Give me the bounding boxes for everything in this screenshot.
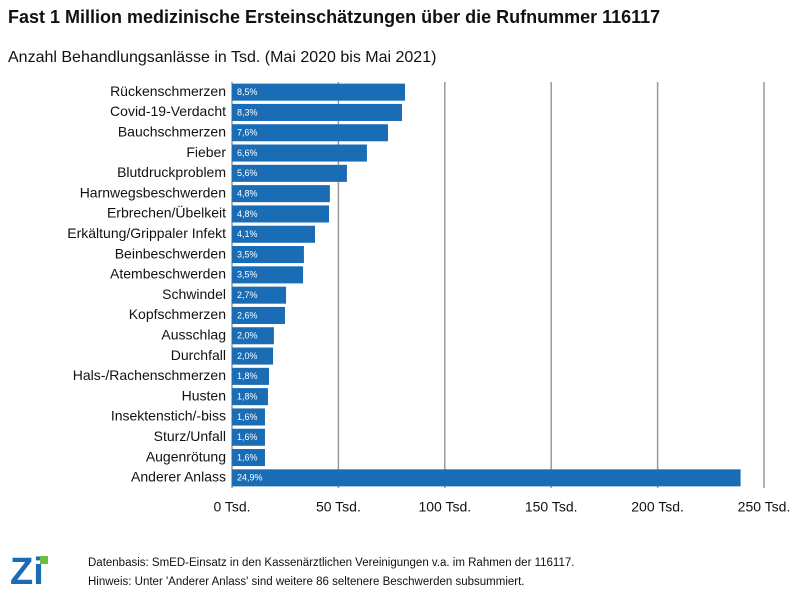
bar <box>232 144 367 162</box>
bar <box>232 83 406 101</box>
y-tick-label: Covid-19-Verdacht <box>110 103 226 119</box>
logo: Zi <box>10 551 48 593</box>
bar <box>232 185 330 203</box>
bar <box>232 205 330 223</box>
y-tick-label: Ausschlag <box>161 326 226 342</box>
bar <box>232 367 270 385</box>
y-tick-label: Augenrötung <box>146 448 226 464</box>
y-tick-label: Fieber <box>186 144 226 160</box>
x-tick-label: 150 Tsd. <box>525 499 578 515</box>
x-tick-label: 100 Tsd. <box>418 499 471 515</box>
bar <box>232 449 265 467</box>
bar <box>232 327 274 345</box>
y-tick-label: Schwindel <box>162 286 226 302</box>
bar <box>232 306 285 324</box>
value-label: 1,8% <box>237 371 258 381</box>
x-tick-label: 250 Tsd. <box>738 499 791 515</box>
value-label: 4,8% <box>237 189 258 199</box>
chart-subtitle: Anzahl Behandlungsanlässe in Tsd. (Mai 2… <box>8 49 436 66</box>
x-tick-label: 50 Tsd. <box>316 499 361 515</box>
y-tick-label: Blutdruckproblem <box>117 164 226 180</box>
value-label: 1,6% <box>237 432 258 442</box>
y-tick-label: Kopfschmerzen <box>129 306 226 322</box>
y-tick-label: Insektenstich/-biss <box>111 408 226 424</box>
y-tick-label: Rückenschmerzen <box>110 83 226 99</box>
value-label: 6,6% <box>237 148 258 158</box>
bar <box>232 469 741 487</box>
value-label: 8,3% <box>237 107 258 117</box>
y-tick-label: Bauchschmerzen <box>118 123 226 139</box>
bar <box>232 246 304 264</box>
bar <box>232 347 274 365</box>
value-label: 5,6% <box>237 168 258 178</box>
logo-dot <box>40 556 48 564</box>
y-tick-label: Hals-/Rachenschmerzen <box>73 367 226 383</box>
y-tick-label: Anderer Anlass <box>131 469 226 485</box>
value-label: 4,8% <box>237 209 258 219</box>
bar <box>232 103 403 121</box>
y-tick-label: Durchfall <box>171 347 226 363</box>
y-tick-label: Atembeschwerden <box>110 266 226 282</box>
bar <box>232 225 315 243</box>
value-label: 1,6% <box>237 452 258 462</box>
bar <box>232 428 265 446</box>
bar <box>232 124 388 142</box>
y-tick-label: Beinbeschwerden <box>115 245 226 261</box>
footer-note: Hinweis: Unter 'Anderer Anlass' sind wei… <box>88 576 524 588</box>
value-label: 1,8% <box>237 392 258 402</box>
y-tick-label: Erkältung/Grippaler Infekt <box>67 225 226 241</box>
value-label: 2,6% <box>237 310 258 320</box>
y-tick-label: Sturz/Unfall <box>154 428 226 444</box>
logo-text: Zi <box>10 551 44 593</box>
x-tick-label: 200 Tsd. <box>631 499 684 515</box>
value-label: 1,6% <box>237 412 258 422</box>
value-label: 2,0% <box>237 351 258 361</box>
bar <box>232 408 265 426</box>
value-label: 7,6% <box>237 128 258 138</box>
x-tick-label: 0 Tsd. <box>213 499 250 515</box>
y-tick-label: Husten <box>182 387 226 403</box>
value-label: 3,5% <box>237 249 258 259</box>
y-tick-label: Harnwegsbeschwerden <box>80 184 226 200</box>
chart-title: Fast 1 Million medizinische Ersteinschät… <box>8 7 660 27</box>
bar <box>232 164 347 182</box>
value-label: 4,1% <box>237 229 258 239</box>
value-label: 2,0% <box>237 331 258 341</box>
value-label: 3,5% <box>237 270 258 280</box>
value-label: 2,7% <box>237 290 258 300</box>
bar <box>232 286 287 304</box>
value-label: 24,9% <box>237 473 263 483</box>
bar <box>232 388 268 406</box>
y-tick-label: Erbrechen/Übelkeit <box>107 204 226 221</box>
footer-note: Datenbasis: SmED-Einsatz in den Kassenär… <box>88 557 574 569</box>
value-label: 8,5% <box>237 87 258 97</box>
bar <box>232 266 304 284</box>
